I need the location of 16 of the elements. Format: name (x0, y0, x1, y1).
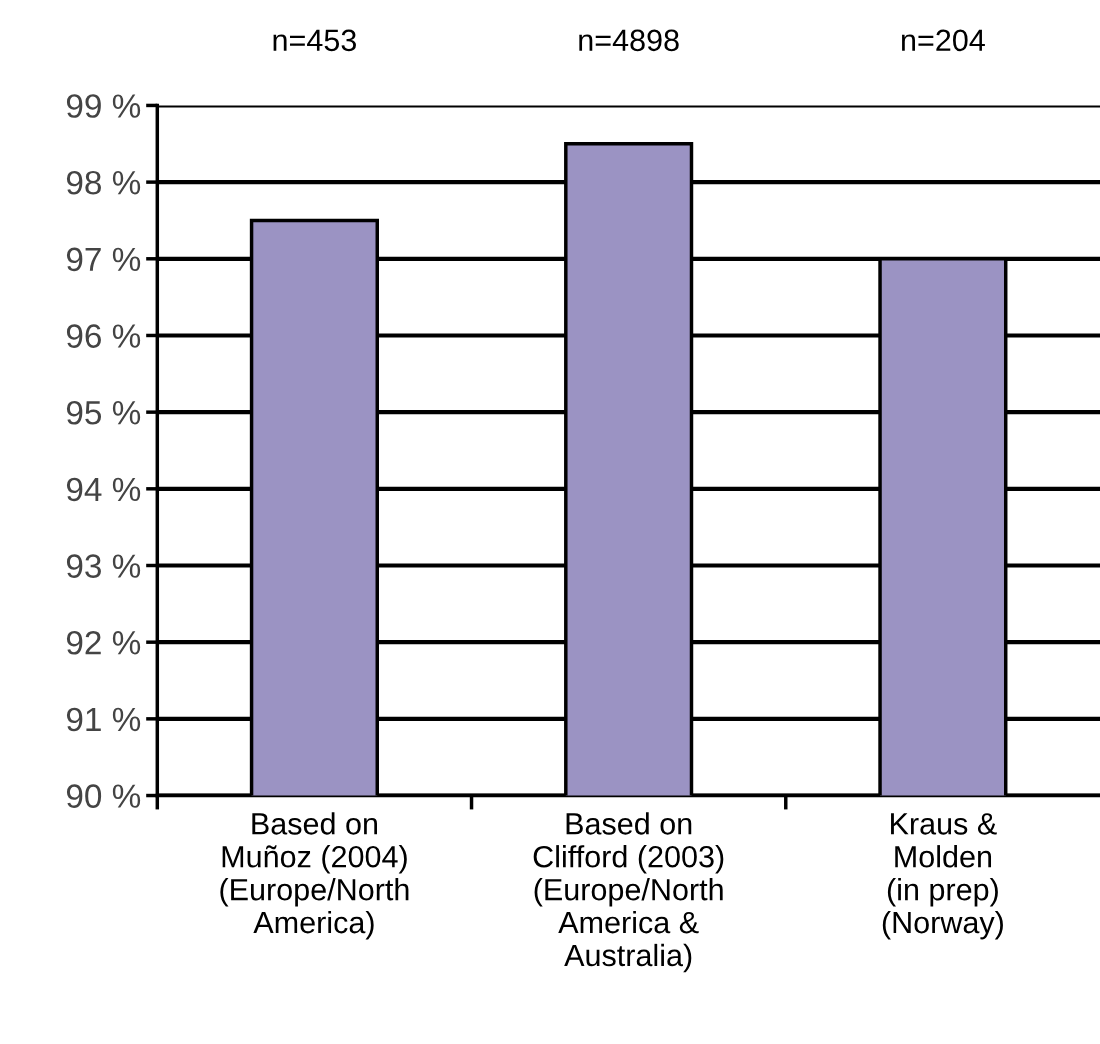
y-tick-label: 93 % (66, 554, 141, 578)
y-tick-label: 92 % (66, 630, 141, 655)
text: n=4898 (579, 29, 679, 52)
text: n=453 (273, 29, 356, 52)
y-tick-label: 90 % (66, 784, 141, 808)
y-tick-label: 95 % (66, 400, 141, 425)
x-tick-label: Based on Clifford (2003) (Europe/North America & Australia) (533, 812, 724, 973)
text: n=204 (902, 29, 985, 52)
y-tick-label: 94 % (66, 477, 141, 502)
y-tick-label: 97 % (66, 247, 141, 272)
y-tick-label: 96 % (66, 324, 141, 348)
y-tick-label: 98 % (66, 170, 141, 195)
y-tick-label: 91 % (66, 707, 141, 732)
y-tick-label: 99 % (66, 94, 141, 118)
x-tick-label: Kraus & Molden (in prep) (Norway) (882, 813, 1003, 940)
x-tick-label: Based on Muñoz (2004) (Europe/North America) (220, 812, 409, 940)
